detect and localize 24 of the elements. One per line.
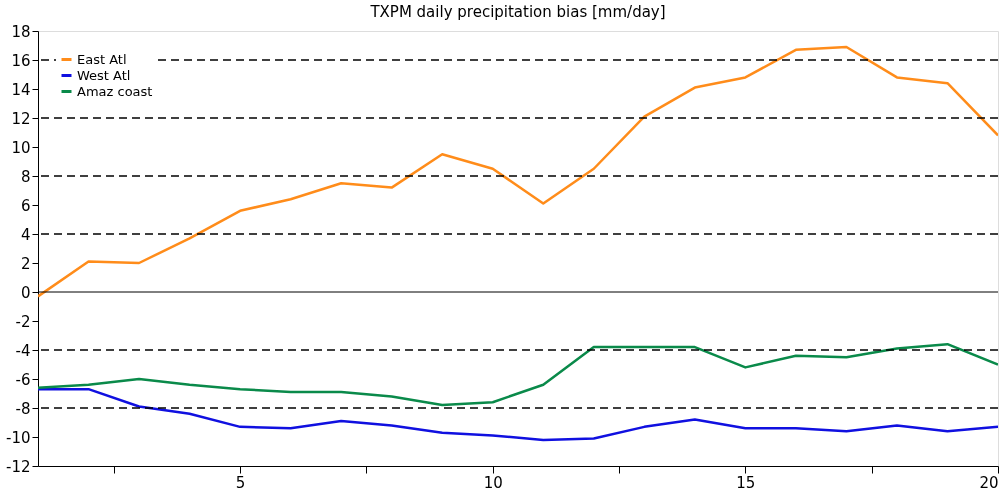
x-tick-label: 15: [736, 473, 756, 492]
y-tick-label: 2: [20, 254, 31, 273]
y-tick-label: -12: [6, 457, 31, 476]
y-tick-label: 0: [20, 283, 31, 302]
y-tick-label: 16: [11, 51, 31, 70]
legend-label: East Atl: [77, 51, 127, 67]
x-tick-label: 20: [979, 473, 999, 492]
y-tick-label: 10: [11, 138, 31, 157]
chart-title: TXPM daily precipitation bias [mm/day]: [369, 3, 666, 21]
legend-label: Amaz coast: [77, 83, 153, 99]
y-tick-label: -10: [6, 428, 31, 447]
y-tick-label: 6: [20, 196, 31, 215]
y-tick-label: 8: [20, 167, 31, 186]
x-tick-label: 5: [235, 473, 246, 492]
y-tick-label: 12: [11, 109, 31, 128]
y-tick-label: -6: [15, 370, 31, 389]
y-tick-label: -8: [15, 399, 31, 418]
legend-label: West Atl: [77, 67, 131, 83]
y-tick-label: -4: [15, 341, 31, 360]
x-tick-label: 10: [483, 473, 503, 492]
y-tick-label: -2: [15, 312, 31, 331]
y-tick-label: 4: [20, 225, 31, 244]
y-tick-label: 18: [11, 22, 31, 41]
y-tick-label: 14: [11, 80, 31, 99]
